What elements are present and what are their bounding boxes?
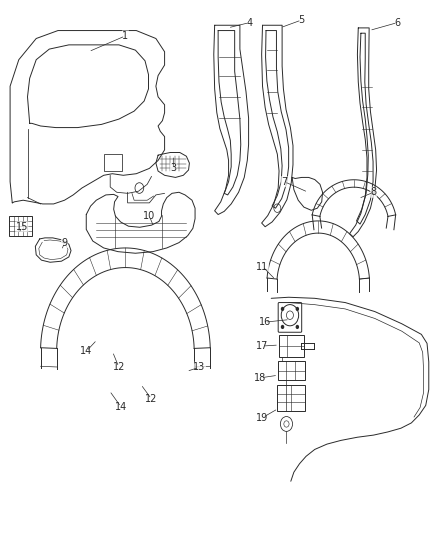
Text: 9: 9 bbox=[61, 238, 67, 248]
Circle shape bbox=[296, 325, 299, 329]
Text: 13: 13 bbox=[193, 362, 205, 372]
Text: 17: 17 bbox=[256, 341, 268, 351]
Bar bbox=[278, 361, 305, 381]
Text: 14: 14 bbox=[115, 402, 127, 412]
Text: 10: 10 bbox=[143, 211, 155, 221]
Text: 15: 15 bbox=[16, 222, 28, 232]
Text: 3: 3 bbox=[170, 164, 177, 173]
Circle shape bbox=[281, 325, 284, 329]
Bar bbox=[279, 335, 304, 357]
Bar bbox=[9, 216, 32, 236]
Text: 19: 19 bbox=[256, 413, 268, 423]
Text: 18: 18 bbox=[254, 373, 266, 383]
Bar bbox=[277, 385, 305, 411]
Text: 6: 6 bbox=[394, 18, 400, 28]
Text: 12: 12 bbox=[145, 394, 158, 404]
Text: 4: 4 bbox=[247, 18, 253, 28]
Text: 14: 14 bbox=[80, 346, 92, 357]
Text: 7: 7 bbox=[281, 176, 287, 187]
Text: 8: 8 bbox=[371, 187, 377, 197]
Text: 16: 16 bbox=[258, 317, 271, 327]
Circle shape bbox=[296, 307, 299, 311]
Bar bbox=[104, 154, 122, 171]
Text: 1: 1 bbox=[122, 31, 128, 41]
Text: 11: 11 bbox=[256, 262, 268, 271]
Text: 5: 5 bbox=[299, 15, 305, 25]
Circle shape bbox=[281, 307, 284, 311]
Text: 12: 12 bbox=[113, 362, 125, 372]
